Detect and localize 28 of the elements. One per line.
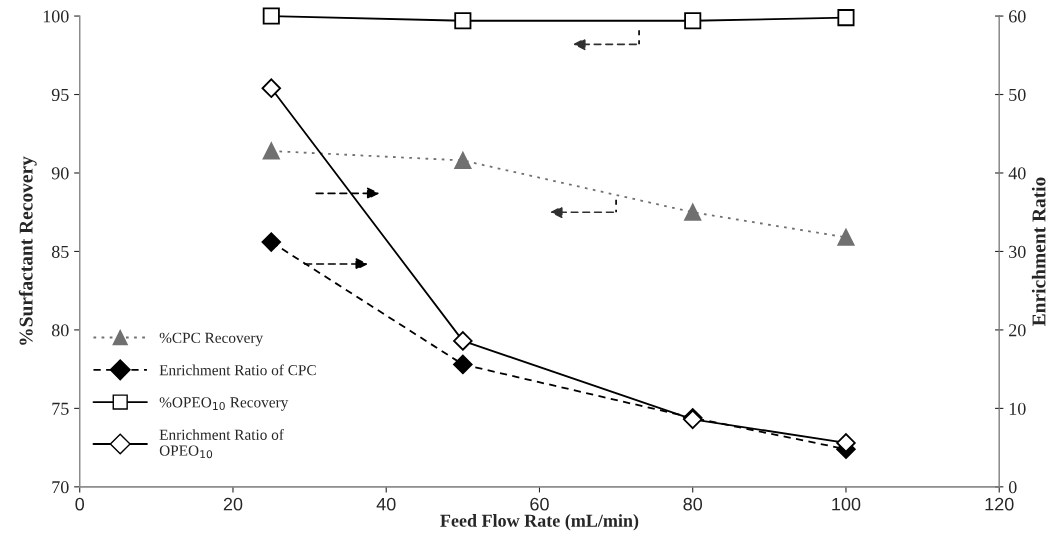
x-tick-label: 40 — [376, 497, 396, 511]
y-tick-label: 75 — [52, 402, 69, 415]
y-tick-label: 85 — [51, 245, 69, 258]
y2-tick-label: 50 — [1009, 88, 1026, 101]
y2-axis-title: Enrichment Ratio — [1031, 177, 1046, 326]
x-tick-label: 20 — [223, 497, 243, 511]
legend-label: Enrichment Ratio of CPC — [159, 364, 316, 376]
y-tick-label: 90 — [51, 167, 69, 180]
x-tick-label: 60 — [530, 497, 549, 511]
y2-tick-label: 60 — [1009, 10, 1026, 23]
y2-tick-label: 20 — [1009, 324, 1026, 337]
y-tick-label: 95 — [51, 88, 69, 101]
y2-tick-label: 10 — [1009, 402, 1026, 415]
y-axis-title: %Surfactant Recovery — [18, 156, 37, 345]
y2-tick-label: 30 — [1009, 245, 1026, 258]
y-tick-label: 70 — [52, 481, 69, 494]
legend-label: Enrichment Ratio of OPEO$_{10}$ — [159, 428, 284, 459]
x-axis-title: Feed Flow Rate (mL/min) — [440, 514, 639, 531]
x-tick-label: 80 — [683, 497, 703, 511]
x-tick-label: 0 — [75, 497, 85, 511]
y2-tick-label: 0 — [1008, 481, 1017, 494]
x-tick-label: 120 — [985, 497, 1014, 511]
x-tick-label: 100 — [832, 497, 861, 511]
legend-label: %CPC Recovery — [159, 332, 264, 347]
y-tick-label: 100 — [43, 10, 69, 23]
legend-label: %OPEO$_{10}$ Recovery — [159, 397, 289, 411]
y2-tick-label: 40 — [1008, 167, 1026, 180]
y-tick-label: 80 — [51, 324, 69, 337]
